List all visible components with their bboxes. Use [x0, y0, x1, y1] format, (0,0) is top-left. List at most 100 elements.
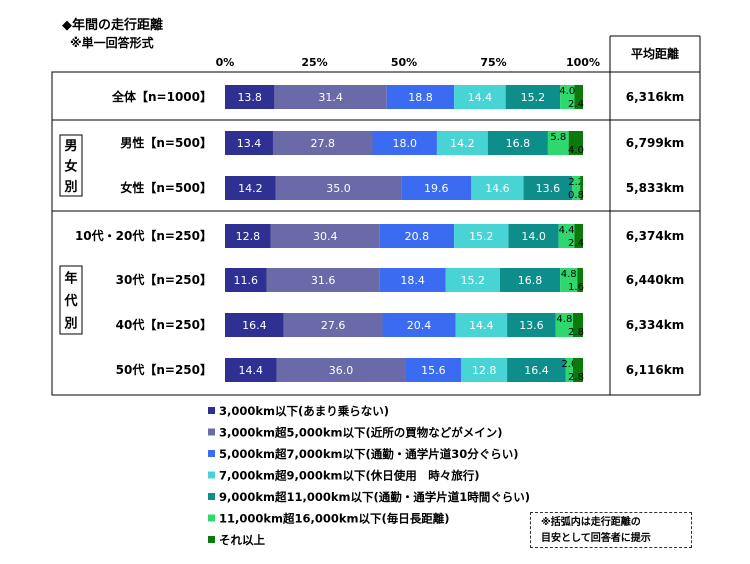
bar-segment	[523, 176, 573, 200]
bar-segment	[372, 131, 437, 155]
data-label: 16.8	[518, 274, 543, 287]
note-line-1: ※括弧内は走行距離の	[541, 517, 641, 528]
data-label: 13.6	[536, 182, 561, 195]
data-label: 12.8	[236, 230, 261, 243]
bar-segment	[276, 358, 406, 382]
category-label: 男性【n=500】	[120, 135, 212, 150]
average-distance-value: 5,833km	[626, 181, 684, 195]
table-frame	[51, 71, 701, 396]
bar-segment	[565, 358, 573, 382]
legend-label: 9,000km超11,000km以下(通勤・通学片道1時間ぐらい)	[219, 490, 530, 504]
data-label: 0.8	[568, 190, 584, 201]
data-label: 19.6	[424, 182, 449, 195]
data-label: 15.2	[460, 274, 485, 287]
data-label: 15.6	[421, 364, 446, 377]
group-label-char: 別	[63, 317, 77, 332]
data-label: 14.2	[238, 182, 263, 195]
average-distance-value: 6,440km	[626, 273, 684, 287]
note-line-2: 目安として回答者に提示	[541, 533, 651, 544]
average-distance-value: 6,116km	[626, 363, 684, 377]
data-label: 14.2	[450, 137, 475, 150]
bar-segment	[508, 224, 559, 248]
category-label: 50代【n=250】	[116, 362, 212, 377]
legend-swatch	[208, 493, 215, 500]
legend-label: それ以上	[219, 533, 265, 547]
bar-segment	[574, 85, 583, 109]
axis-tick-label: 75%	[480, 56, 506, 69]
bar-segment	[560, 85, 575, 109]
bar-segment	[445, 268, 500, 292]
data-label: 15.2	[469, 230, 494, 243]
category-label: 30代【n=250】	[116, 272, 212, 287]
data-label: 1.6	[568, 282, 584, 293]
legend-swatch	[208, 471, 215, 479]
data-label: 4.8	[561, 269, 577, 280]
data-label: 35.0	[326, 182, 351, 195]
bar-segment	[507, 358, 566, 382]
data-label: 31.4	[318, 91, 343, 104]
bar-segment	[568, 131, 583, 155]
category-label: 女性【n=500】	[120, 180, 212, 195]
data-label: 27.6	[321, 319, 346, 332]
bar-segment	[225, 85, 275, 109]
bar-segment	[225, 268, 267, 292]
legend-swatch	[208, 407, 215, 414]
data-label: 2.8	[568, 327, 584, 338]
bar-segment	[272, 131, 373, 155]
data-label: 4.4	[559, 225, 575, 236]
data-label: 5.8	[550, 132, 566, 143]
data-label: 15.2	[521, 91, 546, 104]
bar-segment	[461, 358, 508, 382]
data-label: 4.0	[568, 145, 584, 156]
bar-segment	[455, 313, 508, 337]
data-label: 2.8	[568, 372, 584, 383]
average-distance-value: 6,334km	[626, 318, 684, 332]
data-label: 14.4	[469, 319, 494, 332]
average-distance-value: 6,799km	[626, 136, 684, 150]
data-label: 4.0	[559, 86, 575, 97]
group-label-char: 女	[64, 159, 77, 175]
legend-label: 3,000km以下(あまり乗らない)	[219, 404, 389, 418]
average-distance-value: 6,316km	[626, 90, 684, 104]
data-label: 14.4	[239, 364, 264, 377]
bar-segment	[572, 358, 583, 382]
legend-label: 5,000km超7,000km以下(通勤・通学片道30分ぐらい)	[219, 447, 519, 461]
legend-label: 7,000km超9,000km以下(休日使用 時々旅行)	[219, 469, 480, 483]
bar-segment	[225, 176, 276, 200]
bar-segment	[225, 131, 273, 155]
group-label-box	[59, 265, 83, 335]
bar-segment	[225, 224, 271, 248]
bar-segment	[225, 313, 284, 337]
data-label: 13.8	[237, 91, 262, 104]
bar-segment	[270, 224, 380, 248]
data-label: 30.4	[313, 230, 338, 243]
group-label-char: 男	[64, 139, 77, 154]
data-label: 2.4	[568, 99, 584, 110]
data-label: 18.4	[400, 274, 425, 287]
bar-segment	[454, 85, 506, 109]
group-label-char: 代	[63, 293, 77, 309]
bar-segment	[558, 224, 575, 248]
bar-segment	[580, 176, 583, 200]
axis-tick-label: 50%	[391, 56, 417, 69]
group-label-char: 年	[64, 270, 77, 286]
average-distance-value: 6,374km	[626, 229, 684, 243]
axis-tick-label: 0%	[216, 56, 235, 69]
data-label: 14.6	[485, 182, 510, 195]
data-label: 14.0	[521, 230, 546, 243]
data-label: 18.8	[408, 91, 433, 104]
data-label: 16.4	[524, 364, 549, 377]
data-label: 2.2	[568, 177, 584, 188]
average-column-header: 平均距離	[631, 46, 679, 61]
data-label: 14.4	[468, 91, 493, 104]
bar-segment	[560, 268, 578, 292]
chart-title: ◆年間の走行距離	[62, 18, 163, 33]
note-box: ※括弧内は走行距離の 目安として回答者に提示	[530, 512, 692, 548]
bar-segment	[471, 176, 524, 200]
bar-segment	[379, 268, 446, 292]
legend-swatch	[208, 536, 215, 543]
bar-segment	[574, 224, 583, 248]
data-label: 12.8	[472, 364, 497, 377]
category-label: 全体【n=1000】	[111, 89, 212, 104]
